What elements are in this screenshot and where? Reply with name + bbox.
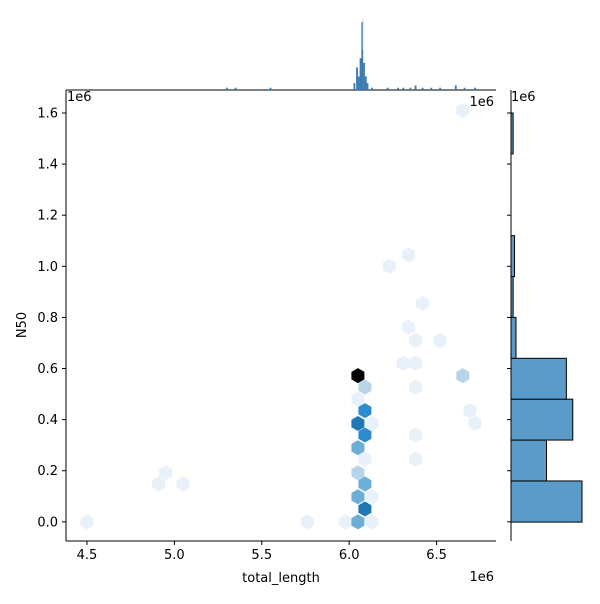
y-tick-label: 1.4 bbox=[37, 158, 58, 173]
marginal-x-bar bbox=[362, 18, 364, 50]
y-tick-label: 0.6 bbox=[37, 362, 58, 377]
hexbin-cell bbox=[351, 465, 365, 481]
marginal-x-bar bbox=[269, 87, 272, 90]
marginal-x-bar bbox=[364, 76, 367, 90]
marginal-y-bar bbox=[510, 398, 574, 441]
marginal-x-bar bbox=[454, 85, 457, 90]
hexbin-cell bbox=[351, 415, 365, 431]
hexbin-cell bbox=[358, 427, 372, 443]
hexbin-cell bbox=[416, 295, 430, 311]
marginal-x-bar bbox=[402, 87, 405, 90]
y-offset-label: 1e6 bbox=[67, 90, 92, 105]
marginal-x-bar bbox=[363, 62, 365, 90]
hexbin-cell bbox=[365, 489, 379, 505]
x-tick-label: 6.0 bbox=[339, 548, 360, 563]
hexbin-cell bbox=[300, 514, 314, 530]
hexbin-cell bbox=[351, 391, 365, 407]
hexbin-cell bbox=[409, 355, 423, 371]
hexbin-cell bbox=[152, 476, 166, 492]
marginal-x-bar bbox=[366, 83, 369, 90]
marginal-x-bar bbox=[359, 58, 362, 90]
hexbin-cell bbox=[339, 514, 353, 530]
hexbin-cell bbox=[358, 476, 372, 492]
x-tick-label: 5.0 bbox=[164, 548, 185, 563]
marginal-y-bar bbox=[510, 112, 514, 155]
marginal-x-bar bbox=[370, 87, 373, 90]
x-tick-label: 6.5 bbox=[426, 548, 447, 563]
hexbin-cell bbox=[409, 427, 423, 443]
hexbin-cell bbox=[365, 514, 379, 530]
x-axis-label: total_length bbox=[242, 571, 320, 586]
y-tick-label: 0.8 bbox=[37, 311, 58, 326]
y-axis-label: N50 bbox=[15, 312, 30, 338]
marginal-x-histogram bbox=[66, 18, 496, 91]
hexbin-cell bbox=[365, 415, 379, 431]
hexbin-cell bbox=[80, 514, 94, 530]
hexbin-cell bbox=[409, 332, 423, 348]
marginal-x-offset-label: 1e6 bbox=[469, 95, 494, 110]
hexbin-plot-area bbox=[80, 102, 482, 530]
marginal-x-bar bbox=[414, 85, 417, 90]
marginal-y-bar bbox=[510, 316, 517, 359]
hexbin-cell bbox=[409, 379, 423, 395]
marginal-x-bar bbox=[397, 87, 400, 90]
marginal-x-bar bbox=[463, 87, 466, 90]
hexbin-cell bbox=[456, 102, 470, 118]
hexbin-cell bbox=[456, 368, 470, 384]
y-tick-label: 1.2 bbox=[37, 209, 58, 224]
hexbin-cell bbox=[358, 501, 372, 517]
y-tick-label: 0.4 bbox=[37, 413, 58, 428]
marginal-y-bar bbox=[510, 480, 583, 523]
hexbin-cell bbox=[358, 379, 372, 395]
hexbin-cell bbox=[463, 403, 477, 419]
marginal-x-bar bbox=[421, 87, 424, 90]
marginal-x-bar bbox=[356, 67, 358, 90]
marginal-y-histogram bbox=[507, 90, 583, 541]
y-tick-label: 0.0 bbox=[37, 515, 58, 530]
marginal-y-bar bbox=[510, 276, 514, 318]
hexbin-cell bbox=[396, 355, 410, 371]
y-tick-label: 1.0 bbox=[37, 260, 58, 275]
marginal-x-bar bbox=[430, 87, 433, 90]
marginal-y-bar bbox=[510, 357, 567, 400]
marginal-x-bar bbox=[439, 87, 441, 90]
marginal-x-bar bbox=[357, 76, 360, 90]
marginal-y-offset-label: 1e6 bbox=[511, 90, 536, 105]
hexbin-cell bbox=[402, 319, 416, 335]
y-tick-label: 1.6 bbox=[37, 106, 58, 121]
marginal-x-bar bbox=[353, 83, 356, 90]
x-tick-label: 5.5 bbox=[251, 548, 272, 563]
hexbin-cell bbox=[351, 514, 365, 530]
marginal-x-bar bbox=[409, 87, 412, 90]
hexbin-cell bbox=[358, 451, 372, 467]
marginal-x-bar bbox=[474, 87, 476, 90]
hexbin-cell bbox=[351, 440, 365, 456]
hexbin-cell bbox=[351, 489, 365, 505]
x-tick-label: 4.5 bbox=[77, 548, 98, 563]
hexbin-cell bbox=[433, 332, 447, 348]
marginal-y-bar bbox=[510, 235, 516, 278]
marginal-x-bar bbox=[225, 87, 228, 90]
hexbin-cell bbox=[402, 247, 416, 263]
marginal-x-bar bbox=[234, 87, 237, 90]
hexbin-cell bbox=[468, 415, 482, 431]
hexbin-cell bbox=[159, 465, 173, 481]
marginal-x-bar bbox=[361, 22, 364, 90]
hexbin-cell bbox=[351, 368, 365, 384]
hexbin-cell bbox=[358, 403, 372, 419]
hexbin-cell bbox=[409, 451, 423, 467]
hexbin-cell bbox=[382, 258, 396, 274]
axes: 4.5 5.0 5.5 6.0 6.5 0.0 0.2 0.4 0.6 0.8 1.0 1.2 1.4 1… bbox=[37, 90, 496, 563]
x-offset-label: 1e6 bbox=[469, 570, 494, 585]
marginal-y-bar bbox=[510, 439, 547, 482]
y-tick-label: 0.2 bbox=[37, 464, 58, 479]
hexbin-cell bbox=[176, 476, 190, 492]
marginal-x-bar bbox=[386, 87, 389, 90]
